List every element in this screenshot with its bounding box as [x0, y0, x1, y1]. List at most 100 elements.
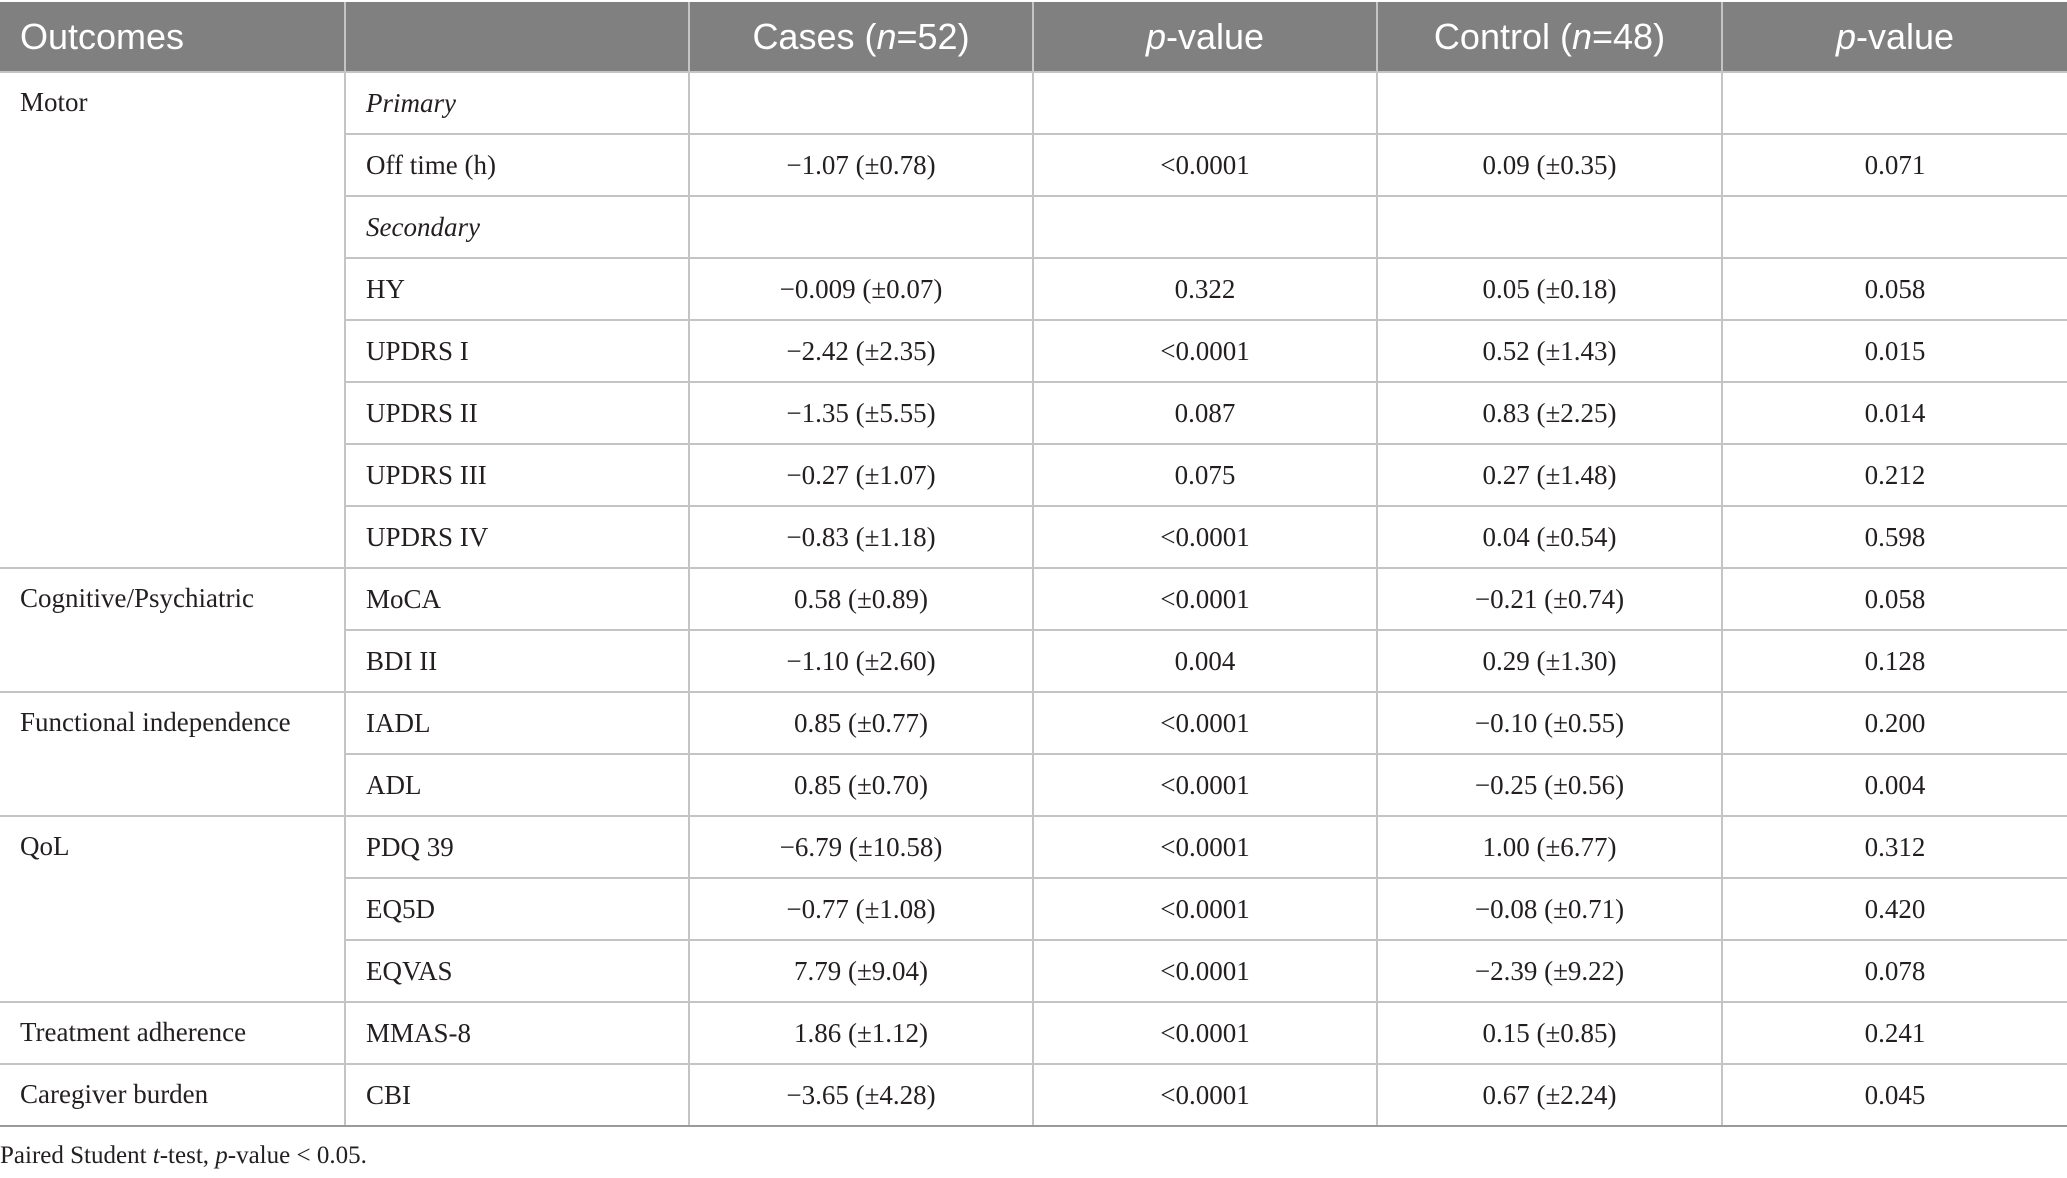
cell-control: −0.10 (±0.55): [1376, 691, 1723, 755]
measure-label: MoCA: [344, 567, 690, 631]
table-row: UPDRS III −0.27 (±1.07) 0.075 0.27 (±1.4…: [0, 443, 2067, 507]
table-row: Off time (h) −1.07 (±0.78) <0.0001 0.09 …: [0, 133, 2067, 197]
cell-cases: −1.07 (±0.78): [688, 133, 1034, 197]
cell-p-cases: <0.0001: [1032, 567, 1378, 631]
category-motor: Motor: [0, 71, 346, 569]
table-row: EQ5D −0.77 (±1.08) <0.0001 −0.08 (±0.71)…: [0, 877, 2067, 941]
measure-label: EQ5D: [345, 877, 690, 941]
cell-p-cases: <0.0001: [1032, 691, 1378, 755]
cell-control: −0.08 (±0.71): [1376, 877, 1723, 941]
cell-p-control: 0.312: [1721, 815, 2067, 879]
measure-label: HY: [345, 257, 690, 321]
measure-label: BDI II: [345, 629, 690, 693]
cell-cases: [688, 71, 1034, 135]
cell-p-cases: <0.0001: [1032, 133, 1378, 197]
cell-p-cases: 0.075: [1032, 443, 1378, 507]
measure-label: Off time (h): [345, 133, 690, 197]
category-cognitive-psychiatric: Cognitive/Psychiatric: [0, 567, 346, 693]
cell-cases: −0.77 (±1.08): [688, 877, 1034, 941]
measure-label: PDQ 39: [344, 815, 690, 879]
table-row: EQVAS 7.79 (±9.04) <0.0001 −2.39 (±9.22)…: [0, 939, 2067, 1003]
measure-label: CBI: [344, 1063, 690, 1127]
cell-control: −0.21 (±0.74): [1376, 567, 1723, 631]
cell-control: 0.15 (±0.85): [1376, 1001, 1723, 1065]
category-treatment-adherence: Treatment adherence: [0, 1001, 346, 1065]
header-cases: Cases (n=52): [688, 2, 1034, 72]
measure-label: UPDRS II: [345, 381, 690, 445]
measure-label: ADL: [345, 753, 690, 817]
measure-label: UPDRS III: [345, 443, 690, 507]
table-row: Treatment adherence MMAS-8 1.86 (±1.12) …: [0, 1001, 2067, 1065]
cell-cases: −0.27 (±1.07): [688, 443, 1034, 507]
cell-cases: −1.35 (±5.55): [688, 381, 1034, 445]
cell-cases: 0.85 (±0.77): [688, 691, 1034, 755]
cell-cases: −2.42 (±2.35): [688, 319, 1034, 383]
cell-control: 0.67 (±2.24): [1376, 1063, 1723, 1127]
table-row: ADL 0.85 (±0.70) <0.0001 −0.25 (±0.56) 0…: [0, 753, 2067, 817]
table-row: Secondary: [0, 195, 2067, 259]
cell-control: 0.04 (±0.54): [1376, 505, 1723, 569]
cell-p-control: 0.420: [1721, 877, 2067, 941]
cell-p-control: [1721, 71, 2067, 135]
cell-control: −2.39 (±9.22): [1376, 939, 1723, 1003]
cell-cases: −0.009 (±0.07): [688, 257, 1034, 321]
cell-p-control: 0.200: [1721, 691, 2067, 755]
cell-p-control: 0.058: [1721, 257, 2067, 321]
cell-p-cases: <0.0001: [1032, 815, 1378, 879]
table-row: QoL PDQ 39 −6.79 (±10.58) <0.0001 1.00 (…: [0, 815, 2067, 1003]
cell-p-control: 0.045: [1721, 1063, 2067, 1127]
table-row: BDI II −1.10 (±2.60) 0.004 0.29 (±1.30) …: [0, 629, 2067, 693]
category-qol: QoL: [0, 815, 346, 1003]
cell-control: [1376, 195, 1723, 259]
header-p-value-control: p-value: [1721, 2, 2067, 72]
cell-control: 0.29 (±1.30): [1376, 629, 1723, 693]
cell-cases: 0.58 (±0.89): [688, 567, 1034, 631]
measure-label: MMAS-8: [344, 1001, 690, 1065]
cell-p-cases: [1032, 195, 1378, 259]
cell-p-control: 0.015: [1721, 319, 2067, 383]
cell-cases: 1.86 (±1.12): [688, 1001, 1034, 1065]
header-measure: [344, 2, 690, 72]
cell-cases: −1.10 (±2.60): [688, 629, 1034, 693]
table-row: UPDRS IV −0.83 (±1.18) <0.0001 0.04 (±0.…: [0, 505, 2067, 569]
cell-p-control: 0.014: [1721, 381, 2067, 445]
table-row: Caregiver burden CBI −3.65 (±4.28) <0.00…: [0, 1063, 2067, 1127]
table-footnote: Paired Student t-test, p-value < 0.05.: [0, 1142, 367, 1169]
cell-p-cases: 0.004: [1032, 629, 1378, 693]
table-row: Functional independence IADL 0.85 (±0.77…: [0, 691, 2067, 817]
table-row: Cognitive/Psychiatric MoCA 0.58 (±0.89) …: [0, 567, 2067, 693]
cell-p-control: 0.058: [1721, 567, 2067, 631]
cell-p-cases: <0.0001: [1032, 877, 1378, 941]
cell-p-cases: [1032, 71, 1378, 135]
cell-control: 0.52 (±1.43): [1376, 319, 1723, 383]
outcomes-table: Outcomes Cases (n=52) p-value Control (n…: [0, 2, 2067, 1127]
cell-control: 0.09 (±0.35): [1376, 133, 1723, 197]
measure-label: UPDRS I: [345, 319, 690, 383]
cell-p-control: [1721, 195, 2067, 259]
cell-control: 1.00 (±6.77): [1376, 815, 1723, 879]
cell-cases: −6.79 (±10.58): [688, 815, 1034, 879]
cell-p-cases: <0.0001: [1032, 939, 1378, 1003]
subheading-primary: Primary: [344, 71, 690, 135]
header-outcomes: Outcomes: [0, 2, 346, 72]
cell-cases: [688, 195, 1034, 259]
cell-control: 0.05 (±0.18): [1376, 257, 1723, 321]
measure-label: EQVAS: [345, 939, 690, 1003]
subheading-secondary: Secondary: [345, 195, 690, 259]
cell-cases: −0.83 (±1.18): [688, 505, 1034, 569]
header-control: Control (n=48): [1376, 2, 1723, 72]
table-row: UPDRS I −2.42 (±2.35) <0.0001 0.52 (±1.4…: [0, 319, 2067, 383]
measure-label: UPDRS IV: [345, 505, 690, 569]
cell-p-cases: <0.0001: [1032, 1063, 1378, 1127]
cell-p-cases: <0.0001: [1032, 1001, 1378, 1065]
cell-cases: 0.85 (±0.70): [688, 753, 1034, 817]
cell-p-control: 0.128: [1721, 629, 2067, 693]
category-caregiver-burden: Caregiver burden: [0, 1063, 346, 1127]
table-row: UPDRS II −1.35 (±5.55) 0.087 0.83 (±2.25…: [0, 381, 2067, 445]
cell-p-control: 0.241: [1721, 1001, 2067, 1065]
cell-p-cases: 0.087: [1032, 381, 1378, 445]
cell-control: −0.25 (±0.56): [1376, 753, 1723, 817]
table-row: Motor Primary: [0, 71, 2067, 569]
category-functional-independence: Functional independence: [0, 691, 346, 817]
cell-p-control: 0.212: [1721, 443, 2067, 507]
